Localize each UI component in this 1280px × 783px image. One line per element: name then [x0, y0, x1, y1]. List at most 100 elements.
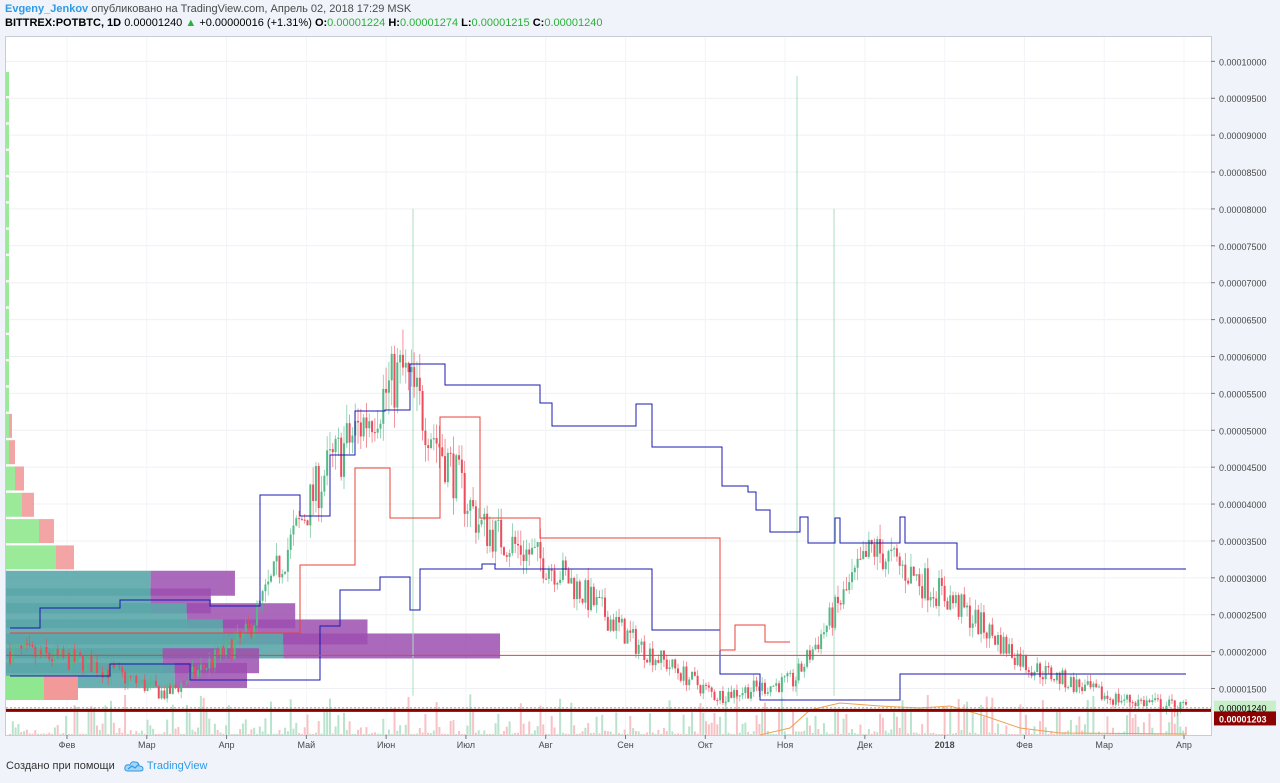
volume-bar [183, 734, 186, 735]
volume-bar [873, 731, 876, 735]
candle-body [806, 650, 809, 667]
time-axis[interactable]: Фев Мар Апр Май Июн Июл Авг Сен Окт Ноя Дек 2018 Фев… [59, 735, 1192, 750]
volume-bar [755, 715, 758, 735]
volume-bar [699, 703, 702, 735]
candle-body [1103, 695, 1106, 700]
candle-body [517, 543, 520, 546]
x-tick-label: Июл [457, 740, 475, 750]
candle-body [303, 519, 306, 521]
volume-bar [691, 712, 694, 735]
candle-body [612, 619, 615, 631]
created-with: Создано при помощи [6, 760, 115, 772]
volume-bar [640, 734, 643, 735]
candle-body [281, 573, 284, 578]
candle-body [121, 667, 124, 672]
candle-body [463, 472, 466, 514]
volume-bar [707, 724, 710, 735]
candle-body [396, 362, 399, 408]
volume-bar [17, 723, 20, 735]
candle-body [676, 668, 679, 674]
volume-bar [430, 733, 433, 735]
candle-body [1008, 644, 1011, 654]
candle-body [227, 639, 230, 642]
profile-bar [6, 177, 9, 202]
candle-body [264, 584, 267, 592]
candle-body [124, 671, 127, 684]
volume-bar [620, 733, 623, 735]
candle-body [112, 664, 115, 668]
price-chart[interactable]: 0.00010000 0.00009500 0.00009000 0.00008500… [0, 0, 1280, 760]
candle-body [132, 675, 135, 678]
volume-bar [289, 699, 292, 735]
candle-body [126, 676, 129, 684]
volume-bar [295, 722, 298, 735]
volume-bar [371, 733, 374, 735]
candle-body [876, 539, 879, 557]
candle-body [230, 639, 233, 659]
volume-bar [980, 704, 983, 735]
profile-bar [6, 466, 15, 491]
candle-body [640, 641, 643, 645]
volume-bar [994, 733, 997, 735]
volume-bar [359, 727, 362, 735]
x-tick-label: Окт [698, 740, 713, 750]
candle-body [1145, 700, 1148, 707]
volume-bar [93, 707, 96, 735]
candle-body [999, 634, 1002, 654]
volume-bar [907, 733, 910, 735]
candle-body [1156, 698, 1159, 700]
candle-body [387, 380, 390, 393]
candle-body [761, 682, 764, 691]
volume-bar [721, 733, 724, 735]
candle-body [1081, 687, 1084, 692]
volume-bar [45, 733, 48, 735]
volume-bar [550, 715, 553, 735]
volume-bar [817, 729, 820, 735]
candle-body [399, 354, 402, 363]
volume-bar [710, 722, 713, 735]
price-axis[interactable]: 0.00010000 0.00009500 0.00009000 0.00008500… [1211, 57, 1276, 726]
volume-bar [225, 725, 228, 735]
volume-bars [9, 694, 1187, 735]
volume-bar [724, 696, 727, 735]
candle-body [881, 553, 884, 570]
candle-body [865, 551, 868, 557]
candle-body [733, 689, 736, 698]
candle-body [693, 671, 696, 676]
candle-body [817, 644, 820, 649]
volume-bar [188, 712, 191, 735]
tradingview-link[interactable]: TradingView [146, 760, 208, 772]
candle-body [93, 662, 96, 673]
volume-bar [679, 733, 682, 735]
volume-bar [432, 730, 435, 735]
x-tick-label: Авг [539, 740, 554, 750]
volume-bar [446, 733, 449, 735]
author-link[interactable]: Evgeny_Jenkov [5, 3, 89, 15]
candle-body [954, 595, 957, 604]
horizontal-levels[interactable] [6, 654, 1211, 712]
candle-body [250, 624, 253, 637]
volume-bar [528, 721, 531, 735]
volume-bar [1027, 730, 1030, 735]
volume-bar [879, 713, 882, 735]
x-tick-label: Фев [59, 740, 76, 750]
candle-body [312, 484, 315, 501]
volume-bar [39, 733, 42, 735]
volume-bar [1156, 733, 1159, 735]
volume-bar [1058, 707, 1061, 735]
volume-bar [272, 733, 275, 735]
candle-body [427, 445, 430, 448]
volume-bar [747, 731, 750, 735]
candle-body [1114, 693, 1117, 705]
candle-body [615, 616, 618, 631]
candle-body [244, 623, 247, 633]
candle-body [486, 513, 489, 546]
candle-body [879, 539, 882, 554]
candle-body [570, 577, 573, 584]
candle-body [45, 647, 48, 654]
volume-bar [101, 723, 104, 735]
volume-bar [1142, 722, 1145, 735]
candle-body [202, 664, 205, 669]
candle-body [755, 680, 758, 687]
candle-body [845, 589, 848, 591]
